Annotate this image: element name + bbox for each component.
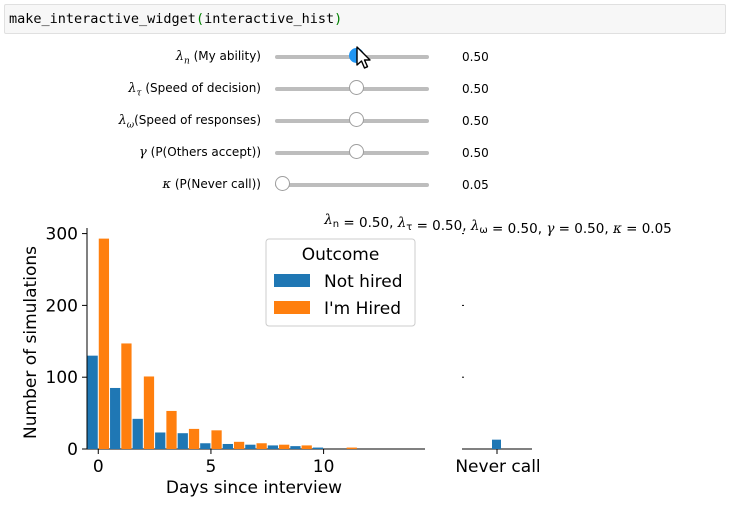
slider-label-text: (Speed of decision) (141, 81, 261, 95)
histogram-bar (256, 443, 267, 449)
slider-symbol-subscript: τ (136, 88, 142, 99)
code-text: make_interactive_widget(interactive_hist… (9, 11, 342, 27)
slider-handle[interactable] (349, 144, 364, 159)
slider-label: λτ (Speed of decision) (128, 81, 261, 99)
legend-swatch (274, 274, 310, 287)
never-call-bar (492, 439, 501, 449)
slider-row: γ (P(Others accept)) 0.50 (0, 141, 731, 165)
histogram-bar (143, 376, 155, 449)
slider-label-text: (P(Never call)) (171, 177, 261, 191)
histogram-bar (245, 444, 256, 449)
histogram-bar (188, 428, 200, 449)
y-tick-label: 100 (46, 368, 78, 388)
slider-label: κ (P(Never call)) (162, 177, 261, 192)
histogram-bar (279, 444, 290, 449)
histogram-bar (301, 445, 312, 449)
y-axis-label: Number of simulations (21, 246, 41, 439)
mouse-cursor-icon (356, 46, 371, 69)
slider-symbol: κ (162, 177, 171, 192)
slider-symbol-subscript: ω (126, 120, 135, 131)
x-tick-label: 5 (206, 457, 217, 477)
slider-label-text: (My ability) (189, 49, 261, 63)
code-close-paren: ) (334, 11, 343, 27)
histogram-bar (166, 410, 177, 449)
y-tick-label: 200 (46, 296, 78, 316)
histogram-bar (211, 430, 222, 449)
histogram-bar (110, 387, 121, 449)
slider-symbol-subscript: n (183, 56, 190, 67)
histogram-bar (200, 443, 211, 449)
slider-label-text: (Speed of responses) (134, 113, 261, 127)
code-argument: interactive_hist (204, 11, 335, 27)
histogram-bar (121, 343, 132, 449)
slider-label: γ (P(Others accept)) (139, 145, 261, 160)
slider-value: 0.50 (462, 114, 489, 128)
slider-value: 0.05 (462, 178, 489, 192)
x-tick-label: 0 (93, 457, 104, 477)
slider-symbol: λτ (128, 81, 142, 99)
histogram-bar (222, 443, 233, 449)
slider-handle[interactable] (349, 112, 364, 127)
histogram-bar (98, 238, 110, 449)
x-tick-label: 10 (313, 457, 335, 477)
slider-row: λτ (Speed of decision) 0.50 (0, 77, 731, 101)
legend-label: I'm Hired (324, 299, 401, 319)
never-call-label: Never call (455, 457, 540, 477)
legend-label: Not hired (324, 272, 403, 292)
histogram-bar (290, 446, 301, 449)
slider-handle[interactable] (349, 80, 364, 95)
chart-title: λn = 0.50, λτ = 0.50, λω = 0.50, γ = 0.5… (323, 212, 672, 237)
slider-value: 0.50 (462, 50, 489, 64)
histogram-bar (87, 355, 98, 449)
slider-label: λn (My ability) (176, 49, 261, 67)
histogram-bar (233, 441, 245, 449)
slider-value: 0.50 (462, 82, 489, 96)
histogram-bar (267, 445, 279, 449)
legend-title: Outcome (302, 245, 380, 265)
slider-value: 0.50 (462, 146, 489, 160)
code-open-paren: ( (195, 11, 205, 27)
code-cell[interactable]: make_interactive_widget(interactive_hist… (4, 4, 726, 34)
slider-symbol: γ (139, 145, 147, 160)
histogram-bar (346, 447, 357, 449)
histogram-bar (312, 447, 324, 449)
code-function-name: make_interactive_widget (9, 11, 196, 27)
histogram-bar (177, 433, 188, 449)
slider-label-text: (P(Others accept)) (146, 145, 261, 159)
slider-track[interactable] (275, 183, 429, 187)
slider-symbol: λω (118, 113, 135, 131)
legend-swatch (274, 301, 310, 314)
x-axis-label: Days since interview (166, 478, 342, 498)
slider-row: κ (P(Never call)) 0.05 (0, 173, 731, 197)
histogram-bar (155, 432, 166, 449)
histogram-bar (132, 418, 143, 449)
slider-label: λω(Speed of responses) (118, 113, 261, 131)
y-tick-label: 300 (46, 225, 78, 245)
slider-handle[interactable] (275, 176, 291, 191)
slider-symbol: λn (175, 49, 190, 67)
slider-row: λω(Speed of responses) 0.50 (0, 109, 731, 133)
y-tick-label: 0 (67, 440, 78, 460)
